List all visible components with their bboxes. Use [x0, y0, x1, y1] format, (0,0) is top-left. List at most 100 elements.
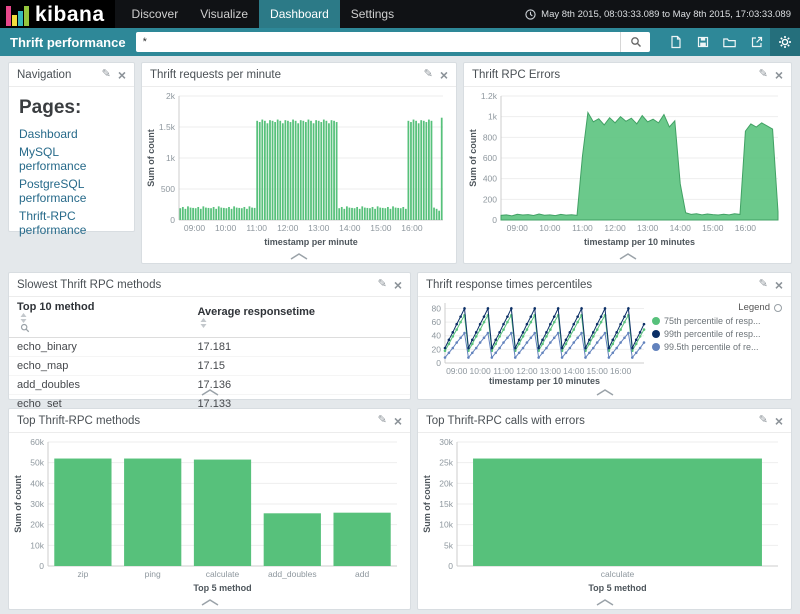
share-dashboard-button[interactable]	[743, 28, 770, 56]
svg-text:5k: 5k	[444, 540, 454, 550]
new-dashboard-button[interactable]	[662, 28, 689, 56]
collapse-toggle[interactable]	[201, 389, 219, 396]
edit-panel-icon[interactable]: ✎	[759, 279, 768, 290]
tab-settings[interactable]: Settings	[340, 0, 405, 28]
panel-title: Thrift response times percentiles	[426, 279, 592, 291]
legend-item[interactable]: 75th percentile of resp...	[652, 316, 782, 326]
panel-title: Slowest Thrift RPC methods	[17, 279, 161, 291]
panel-header: Slowest Thrift RPC methods ✎ ×	[9, 273, 410, 297]
svg-text:Top 5 method: Top 5 method	[193, 583, 251, 593]
svg-text:0: 0	[170, 215, 175, 225]
close-panel-icon[interactable]: ×	[118, 68, 126, 82]
collapse-toggle[interactable]	[619, 253, 637, 260]
panel-header: Top Thrift-RPC methods ✎ ×	[9, 409, 410, 433]
dashboard-grid: Navigation ✎ × Pages: DashboardMySQL per…	[0, 56, 800, 614]
panel-header: Thrift requests per minute ✎ ×	[142, 63, 456, 87]
tab-visualize[interactable]: Visualize	[189, 0, 259, 28]
panel-title: Top Thrift-RPC methods	[17, 415, 140, 427]
load-dashboard-button[interactable]	[716, 28, 743, 56]
clock-icon	[525, 9, 536, 20]
svg-text:30k: 30k	[439, 437, 453, 447]
svg-text:10:00: 10:00	[215, 223, 237, 233]
legend-color-dot	[652, 317, 660, 325]
svg-text:40: 40	[432, 331, 442, 341]
tab-dashboard[interactable]: Dashboard	[259, 0, 340, 28]
close-panel-icon[interactable]: ×	[775, 68, 783, 82]
svg-text:200: 200	[483, 194, 497, 204]
percentiles-chart[interactable]: 02040608009:0010:0011:0012:0013:0014:001…	[421, 298, 650, 387]
nav-page-link[interactable]: MySQL performance	[19, 145, 124, 173]
dashboard-toolbar	[662, 28, 800, 56]
panel-top-methods: Top Thrift-RPC methods ✎ × 010k20k30k40k…	[8, 408, 411, 610]
svg-text:25k: 25k	[439, 458, 453, 468]
save-dashboard-button[interactable]	[689, 28, 716, 56]
legend-item[interactable]: 99.5th percentile of re...	[652, 342, 782, 352]
svg-text:14:00: 14:00	[563, 366, 585, 376]
svg-text:Sum of count: Sum of count	[13, 475, 23, 533]
nav-page-link[interactable]: PostgreSQL performance	[19, 177, 124, 205]
collapse-toggle[interactable]	[201, 599, 219, 606]
svg-text:09:00: 09:00	[507, 223, 529, 233]
chart-legend: Legend 75th percentile of resp...99th pe…	[650, 298, 788, 387]
panel-percentiles: Thrift response times percentiles ✎ × 02…	[417, 272, 792, 400]
nav-page-link[interactable]: Dashboard	[19, 127, 124, 141]
legend-toggle-icon[interactable]	[774, 304, 782, 312]
search-box	[136, 32, 650, 52]
close-panel-icon[interactable]: ×	[440, 68, 448, 82]
panel-thrift-requests: Thrift requests per minute ✎ × 05001k1.5…	[141, 62, 457, 264]
svg-text:50k: 50k	[30, 458, 44, 468]
svg-text:calculate: calculate	[601, 569, 635, 579]
svg-text:0: 0	[39, 561, 44, 571]
close-panel-icon[interactable]: ×	[775, 414, 783, 428]
kibana-logo[interactable]: kibana	[0, 0, 115, 28]
close-panel-icon[interactable]: ×	[394, 278, 402, 292]
table-row: echo_map17.15	[9, 357, 410, 376]
close-panel-icon[interactable]: ×	[394, 414, 402, 428]
svg-text:add_doubles: add_doubles	[268, 569, 317, 579]
folder-open-icon	[722, 35, 737, 49]
svg-text:800: 800	[483, 132, 497, 142]
options-button[interactable]	[770, 28, 800, 56]
nav-page-link[interactable]: Thrift-RPC performance	[19, 209, 124, 237]
collapse-toggle[interactable]	[596, 389, 614, 396]
sort-icon	[200, 318, 207, 328]
search-button[interactable]	[620, 32, 650, 52]
collapse-toggle[interactable]	[290, 253, 308, 260]
svg-text:zip: zip	[77, 569, 88, 579]
svg-text:15k: 15k	[439, 499, 453, 509]
thrift-requests-chart[interactable]: 05001k1.5k2k09:0010:0011:0012:0013:0014:…	[145, 88, 453, 248]
svg-text:20: 20	[432, 344, 442, 354]
kibana-dashboard-screen: kibana DiscoverVisualizeDashboardSetting…	[0, 0, 800, 614]
svg-text:16:00: 16:00	[401, 223, 423, 233]
svg-text:0: 0	[492, 215, 497, 225]
edit-panel-icon[interactable]: ✎	[759, 69, 768, 80]
slowest-table-body: echo_binary17.181echo_map17.15add_double…	[9, 338, 410, 414]
svg-text:10:00: 10:00	[469, 366, 491, 376]
legend-item[interactable]: 99th percentile of resp...	[652, 329, 782, 339]
topnav-tabs: DiscoverVisualizeDashboardSettings	[121, 0, 406, 28]
search-icon[interactable]	[20, 323, 30, 333]
top-methods-chart[interactable]: 010k20k30k40k50k60kzippingcalculateadd_d…	[12, 434, 407, 594]
svg-text:11:00: 11:00	[246, 223, 267, 233]
tab-discover[interactable]: Discover	[121, 0, 190, 28]
edit-panel-icon[interactable]: ✎	[378, 415, 387, 426]
time-range-picker[interactable]: May 8th 2015, 08:03:33.089 to May 8th 20…	[525, 9, 800, 20]
svg-text:60k: 60k	[30, 437, 44, 447]
rpc-errors-chart[interactable]: 02004006008001k1.2k09:0010:0011:0012:001…	[467, 88, 788, 248]
svg-text:2k: 2k	[166, 91, 176, 101]
column-header-method[interactable]: Top 10 method	[9, 297, 189, 338]
edit-panel-icon[interactable]: ✎	[102, 69, 111, 80]
edit-panel-icon[interactable]: ✎	[424, 69, 433, 80]
save-icon	[696, 35, 710, 49]
collapse-toggle[interactable]	[596, 599, 614, 606]
close-panel-icon[interactable]: ×	[775, 278, 783, 292]
edit-panel-icon[interactable]: ✎	[378, 279, 387, 290]
top-errors-chart[interactable]: 05k10k15k20k25k30kcalculateTop 5 methodS…	[421, 434, 788, 594]
edit-panel-icon[interactable]: ✎	[759, 415, 768, 426]
column-header-responsetime[interactable]: Average responsetime	[189, 297, 410, 338]
panel-title: Thrift RPC Errors	[472, 69, 560, 81]
svg-text:Sum of count: Sum of count	[146, 129, 156, 187]
svg-text:11:00: 11:00	[493, 366, 514, 376]
query-input[interactable]	[136, 32, 620, 52]
svg-text:1.2k: 1.2k	[481, 91, 498, 101]
